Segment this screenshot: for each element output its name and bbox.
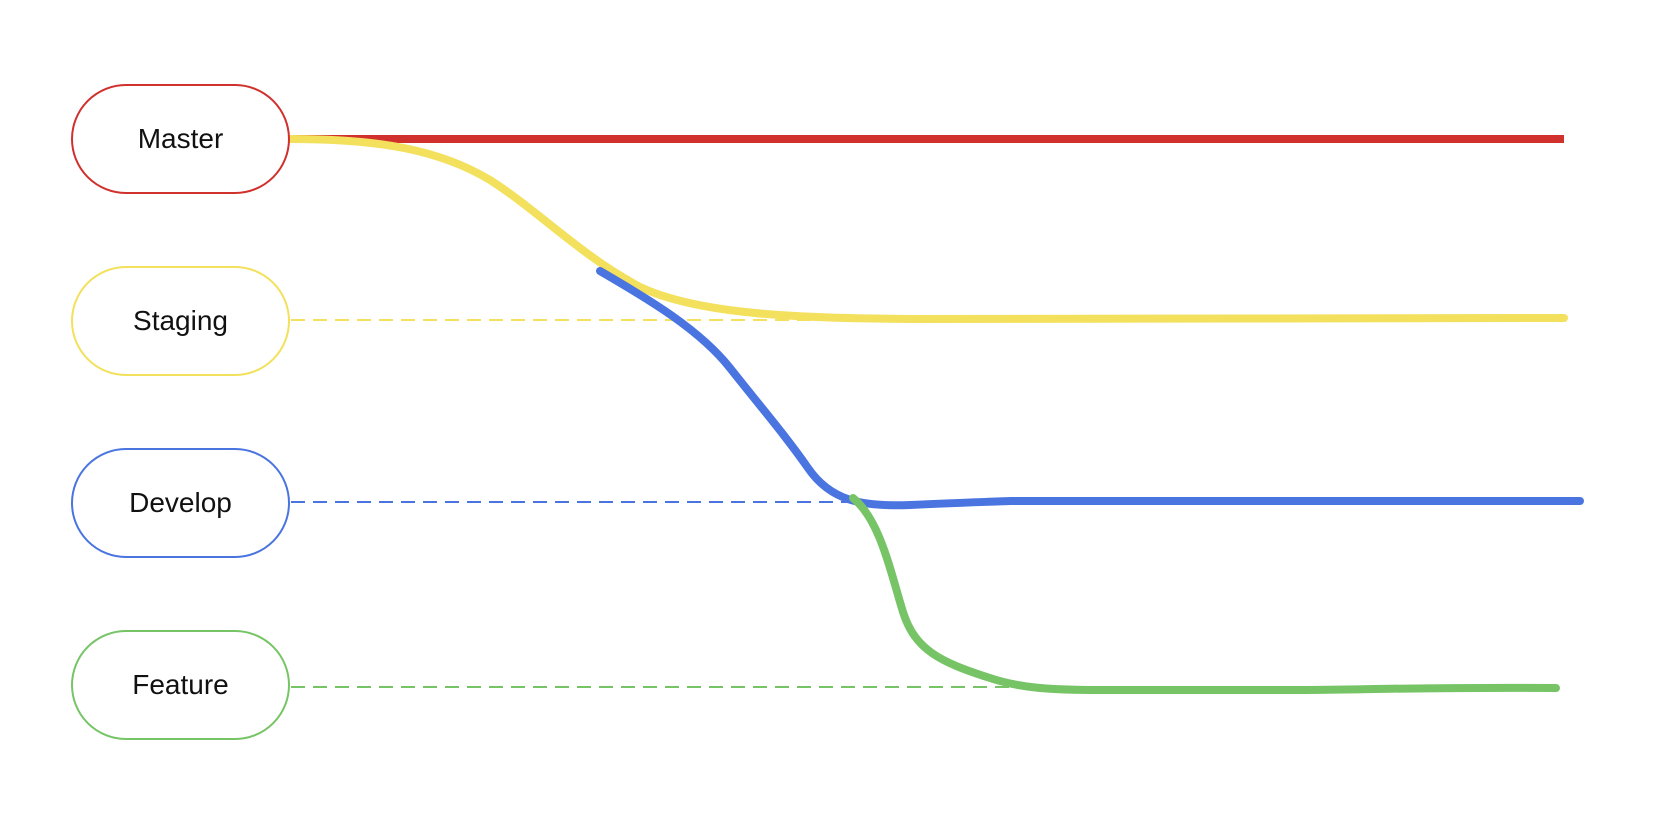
branch-label-staging: Staging <box>71 266 290 376</box>
branch-label-master-text: Master <box>137 123 224 154</box>
branch-label-develop: Develop <box>71 448 290 558</box>
branch-label-master: Master <box>71 84 290 194</box>
develop-branch-line <box>596 267 1584 510</box>
branch-label-feature: Feature <box>71 630 290 740</box>
branch-label-staging-text: Staging <box>133 305 228 336</box>
branch-label-feature-text: Feature <box>132 669 229 700</box>
branch-label-develop-text: Develop <box>129 487 232 518</box>
feature-branch-line <box>849 494 1560 694</box>
staging-branch-line <box>287 135 1568 324</box>
